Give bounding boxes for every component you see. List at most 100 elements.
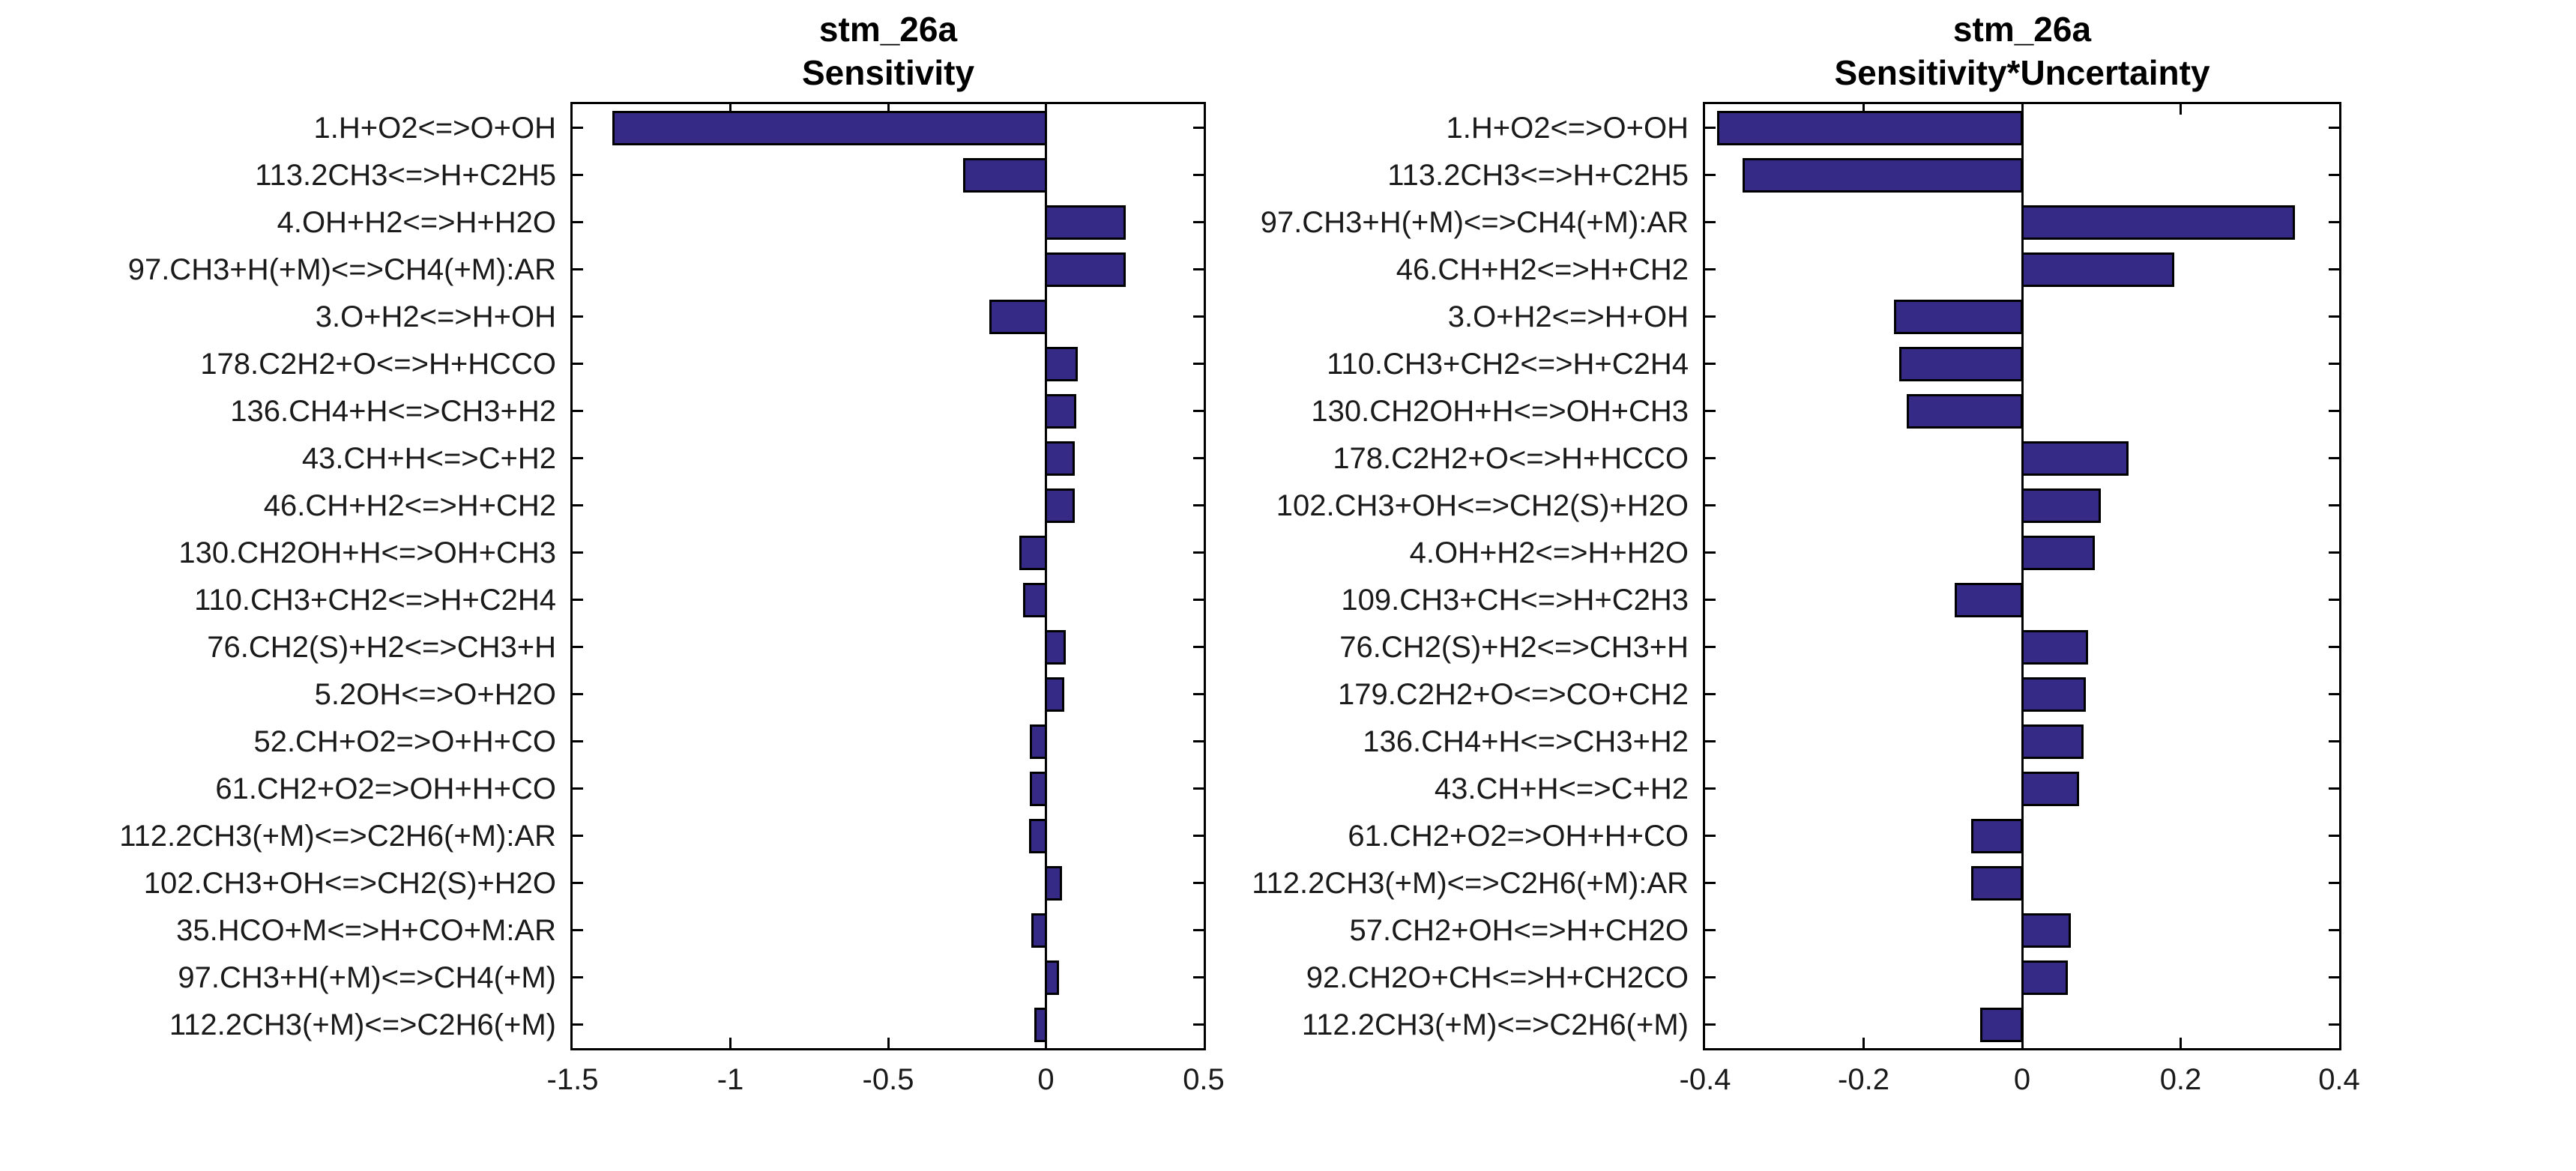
zero-axis-line [1045, 104, 1047, 1048]
y-tick-mark [573, 882, 583, 884]
y-tick-mark [2329, 127, 2339, 129]
reaction-label: 130.CH2OH+H<=>OH+CH3 [178, 536, 556, 569]
y-tick-mark [1193, 740, 1204, 742]
reaction-label: 102.CH3+OH<=>CH2(S)+H2O [143, 866, 556, 900]
y-tick-mark [1193, 976, 1204, 978]
bar [2021, 441, 2129, 476]
x-tick-label: -1.5 [546, 1063, 599, 1096]
y-tick-mark [573, 551, 583, 554]
x-tick-mark [2021, 104, 2024, 115]
y-tick-mark [1705, 127, 1716, 129]
y-tick-mark [2329, 504, 2339, 506]
y-tick-mark [1705, 929, 1716, 931]
y-tick-mark [1193, 835, 1204, 837]
reaction-label: 112.2CH3(+M)<=>C2H6(+M):AR [119, 819, 556, 853]
chart-title-right: stm_26a Sensitivity*Uncertainty [1834, 7, 2209, 94]
bar [2021, 724, 2084, 759]
bar [2021, 771, 2079, 806]
y-tick-mark [2329, 551, 2339, 554]
x-tick-mark [2180, 104, 2182, 115]
x-tick-label: -1 [717, 1063, 744, 1096]
bar [1031, 913, 1047, 948]
bar [1045, 629, 1067, 665]
reaction-label: 76.CH2(S)+H2<=>CH3+H [207, 630, 556, 664]
y-tick-mark [1705, 787, 1716, 790]
reaction-label: 5.2OH<=>O+H2O [314, 677, 556, 711]
y-tick-mark [1193, 174, 1204, 176]
bar [1743, 157, 2024, 193]
bar [1019, 535, 1047, 570]
y-tick-mark [573, 787, 583, 790]
reaction-label: 130.CH2OH+H<=>OH+CH3 [1311, 394, 1689, 428]
y-tick-mark [1193, 599, 1204, 601]
y-tick-mark [1193, 363, 1204, 365]
y-tick-mark [1705, 646, 1716, 648]
y-tick-mark [573, 504, 583, 506]
bar [1970, 818, 2024, 853]
bar [1045, 441, 1076, 476]
reaction-label: 178.C2H2+O<=>H+HCCO [200, 347, 556, 381]
x-tick-label: -0.4 [1679, 1063, 1731, 1096]
x-tick-mark [887, 1038, 890, 1048]
y-tick-mark [1193, 127, 1204, 129]
y-tick-mark [1705, 693, 1716, 695]
reaction-label: 4.OH+H2<=>H+H2O [1409, 536, 1689, 569]
reaction-label: 1.H+O2<=>O+OH [1446, 111, 1689, 145]
reaction-label: 61.CH2+O2=>OH+H+CO [215, 772, 556, 805]
y-tick-mark [573, 268, 583, 270]
reaction-label: 112.2CH3(+M)<=>C2H6(+M) [1301, 1008, 1689, 1041]
x-tick-label: 0.4 [2318, 1063, 2360, 1096]
bar [2021, 488, 2102, 523]
bar [1034, 1007, 1047, 1042]
bar [989, 299, 1047, 334]
y-tick-mark [1193, 410, 1204, 412]
y-tick-mark [1193, 646, 1204, 648]
reaction-label: 112.2CH3(+M)<=>C2H6(+M) [169, 1008, 556, 1041]
reaction-label: 43.CH+H<=>C+H2 [1434, 772, 1689, 805]
zero-axis-line [2021, 104, 2024, 1048]
bar [1045, 960, 1059, 995]
bar [1979, 1007, 2024, 1042]
y-tick-mark [573, 835, 583, 837]
y-tick-mark [573, 929, 583, 931]
y-tick-mark [573, 599, 583, 601]
bar [1045, 865, 1062, 901]
y-tick-mark [1705, 268, 1716, 270]
reaction-label: 92.CH2O+CH<=>H+CH2CO [1306, 960, 1689, 994]
y-tick-mark [2329, 363, 2339, 365]
y-tick-mark [2329, 693, 2339, 695]
y-tick-mark [2329, 315, 2339, 318]
y-tick-mark [1193, 221, 1204, 223]
y-tick-mark [1705, 740, 1716, 742]
y-tick-mark [2329, 1023, 2339, 1026]
y-tick-mark [1705, 976, 1716, 978]
reaction-label: 110.CH3+CH2<=>H+C2H4 [194, 583, 556, 617]
reaction-label: 3.O+H2<=>H+OH [1447, 300, 1689, 333]
y-tick-mark [2329, 599, 2339, 601]
bar [1045, 677, 1065, 712]
reaction-label: 46.CH+H2<=>H+CH2 [1396, 252, 1689, 286]
x-tick-label: 0.2 [2159, 1063, 2202, 1096]
y-tick-mark [2329, 882, 2339, 884]
reaction-label: 136.CH4+H<=>CH3+H2 [230, 394, 556, 428]
x-tick-label: -0.5 [862, 1063, 914, 1096]
reaction-label: 61.CH2+O2=>OH+H+CO [1348, 819, 1689, 853]
reaction-label: 113.2CH3<=>H+C2H5 [1387, 158, 1689, 192]
x-tick-mark [1862, 1038, 1865, 1048]
x-tick-mark [887, 104, 890, 115]
reaction-label: 57.CH2+OH<=>H+CH2O [1349, 913, 1689, 947]
bar [2021, 677, 2087, 712]
bar [1045, 205, 1126, 240]
bar [1022, 582, 1047, 617]
y-tick-mark [1193, 315, 1204, 318]
bar [1028, 818, 1047, 853]
bar [1898, 346, 2024, 381]
y-tick-mark [1193, 787, 1204, 790]
reaction-label: 109.CH3+CH<=>H+C2H3 [1341, 583, 1689, 617]
chart-title-left: stm_26a Sensitivity [802, 7, 974, 94]
y-tick-mark [573, 740, 583, 742]
reaction-label: 35.HCO+M<=>H+CO+M:AR [176, 913, 556, 947]
bar [2021, 252, 2175, 287]
bar [2021, 535, 2095, 570]
